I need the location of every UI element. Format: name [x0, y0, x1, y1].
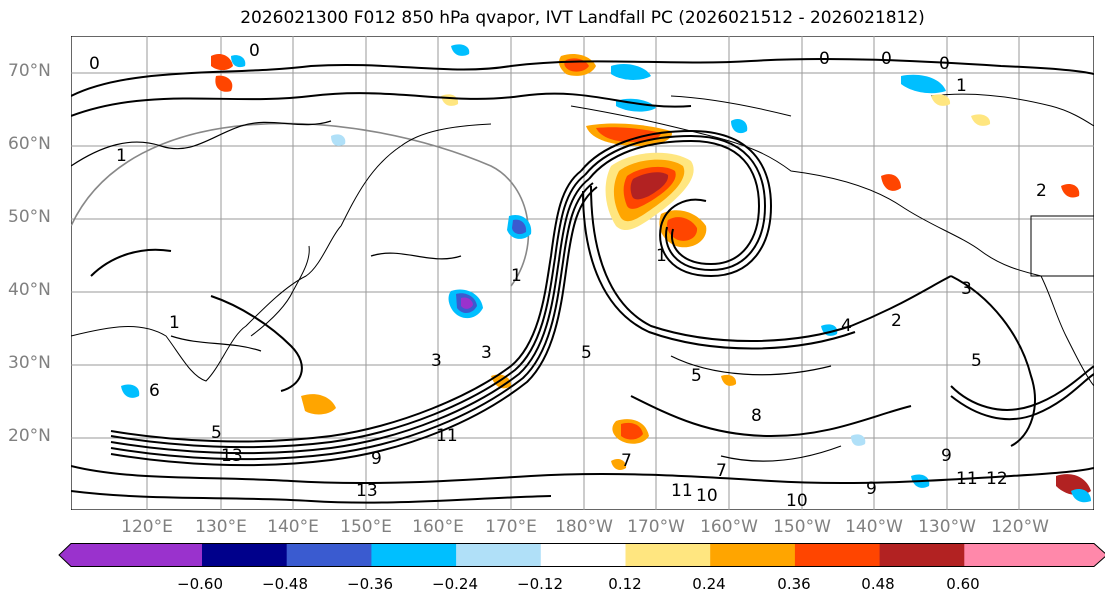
lat-label-20: 20°N	[8, 426, 51, 446]
colorbar-segment	[794, 543, 881, 567]
map-panel: 0 0 0 0 0 1 1 1 1 1 2 2 3 3 3 4 5 5 5 5 …	[70, 35, 1095, 511]
contour-label: 0	[249, 41, 260, 61]
colorbar-segment	[625, 543, 711, 567]
contour-label: 7	[621, 451, 632, 471]
lon-label-150e: 150°E	[340, 517, 392, 537]
colorbar-segments	[59, 543, 1105, 567]
contour-label: 9	[866, 479, 877, 499]
contour-label: 2	[1036, 181, 1047, 201]
colorbar-tick: −0.60	[177, 575, 223, 593]
colorbar-tick: −0.12	[517, 575, 563, 593]
contour-label: 5	[581, 343, 592, 363]
contour-label: 3	[481, 343, 492, 363]
colorbar-segment	[286, 543, 372, 567]
contour-label: 1	[169, 313, 180, 333]
colorbar-segment	[202, 543, 288, 567]
colorbar	[58, 543, 1105, 567]
ivt-contours	[70, 57, 1095, 504]
lat-label-30: 30°N	[8, 353, 51, 373]
lon-label-160e: 160°E	[412, 517, 464, 537]
contour-label: 5	[211, 423, 222, 443]
lon-label-170w: 170°W	[627, 517, 685, 537]
lon-label-120w: 120°W	[991, 517, 1049, 537]
map-svg: 0 0 0 0 0 1 1 1 1 1 2 2 3 3 3 4 5 5 5 5 …	[70, 35, 1095, 511]
colorbar-tick: −0.48	[262, 575, 308, 593]
lat-label-50: 50°N	[8, 207, 51, 227]
colorbar-segment	[879, 543, 965, 567]
contour-label: 10	[786, 491, 808, 510]
contour-label: 9	[941, 446, 952, 466]
colorbar-segment	[540, 543, 626, 567]
lon-label-150w: 150°W	[773, 517, 831, 537]
map-frame	[70, 35, 1095, 511]
contour-label: 11	[671, 481, 693, 501]
lat-label-70: 70°N	[8, 61, 51, 81]
colorbar-outline	[58, 543, 1105, 567]
colorbar-segment	[964, 543, 1105, 567]
colorbar-tick: 0.36	[777, 575, 811, 593]
lon-label-130e: 130°E	[195, 517, 247, 537]
colorbar-segment	[710, 543, 796, 567]
contour-label: 3	[961, 279, 972, 299]
contour-label: 8	[751, 406, 762, 426]
coastlines	[70, 93, 1095, 387]
colorbar-tick: 0.48	[861, 575, 895, 593]
colorbar-segment	[371, 543, 457, 567]
graticule	[71, 36, 1094, 510]
colorbar-tick: 0.60	[946, 575, 980, 593]
lon-label-160w: 160°W	[700, 517, 758, 537]
contour-label: 0	[881, 49, 892, 69]
contour-label: 6	[149, 381, 160, 401]
lon-label-120e: 120°E	[121, 517, 173, 537]
contour-label: 9	[371, 449, 382, 469]
lon-label-170e: 170°E	[485, 517, 537, 537]
contour-label: 1	[656, 246, 667, 266]
lon-label-140e: 140°E	[267, 517, 319, 537]
lon-label-180w: 180°W	[555, 517, 613, 537]
contour-label: 0	[939, 54, 950, 74]
contour-label: 11	[436, 426, 458, 446]
colorbar-segment	[456, 543, 542, 567]
colorbar-tick: 0.24	[692, 575, 726, 593]
contour-label: 12	[986, 469, 1008, 489]
lat-label-60: 60°N	[8, 134, 51, 154]
colorbar-tick: −0.36	[347, 575, 393, 593]
lon-label-140w: 140°W	[845, 517, 903, 537]
qvapor-contours	[70, 120, 842, 462]
contour-label: 13	[221, 446, 243, 466]
contour-label: 1	[511, 266, 522, 286]
colorbar-segment	[59, 543, 202, 567]
contour-label: 2	[891, 311, 902, 331]
map-title: 2026021300 F012 850 hPa qvapor, IVT Land…	[240, 8, 925, 28]
contour-label: 0	[819, 49, 830, 69]
contour-label: 5	[691, 366, 702, 386]
contour-label: 1	[956, 76, 967, 96]
contour-label: 7	[716, 461, 727, 481]
lat-label-40: 40°N	[8, 280, 51, 300]
colorbar-tick: −0.24	[432, 575, 478, 593]
contour-label-layer: 0 0 0 0 0 1 1 1 1 1 2 2 3 3 3 4 5 5 5 5 …	[89, 41, 1047, 511]
contour-label: 0	[89, 54, 100, 74]
contour-label: 13	[356, 481, 378, 501]
contour-label: 11	[956, 469, 978, 489]
contour-label: 1	[116, 146, 127, 166]
colorbar-tick: 0.12	[608, 575, 642, 593]
contour-label: 3	[431, 351, 442, 371]
contour-label: 10	[696, 486, 718, 506]
lon-label-130w: 130°W	[918, 517, 976, 537]
contour-label: 4	[841, 316, 852, 336]
contour-label: 5	[971, 351, 982, 371]
